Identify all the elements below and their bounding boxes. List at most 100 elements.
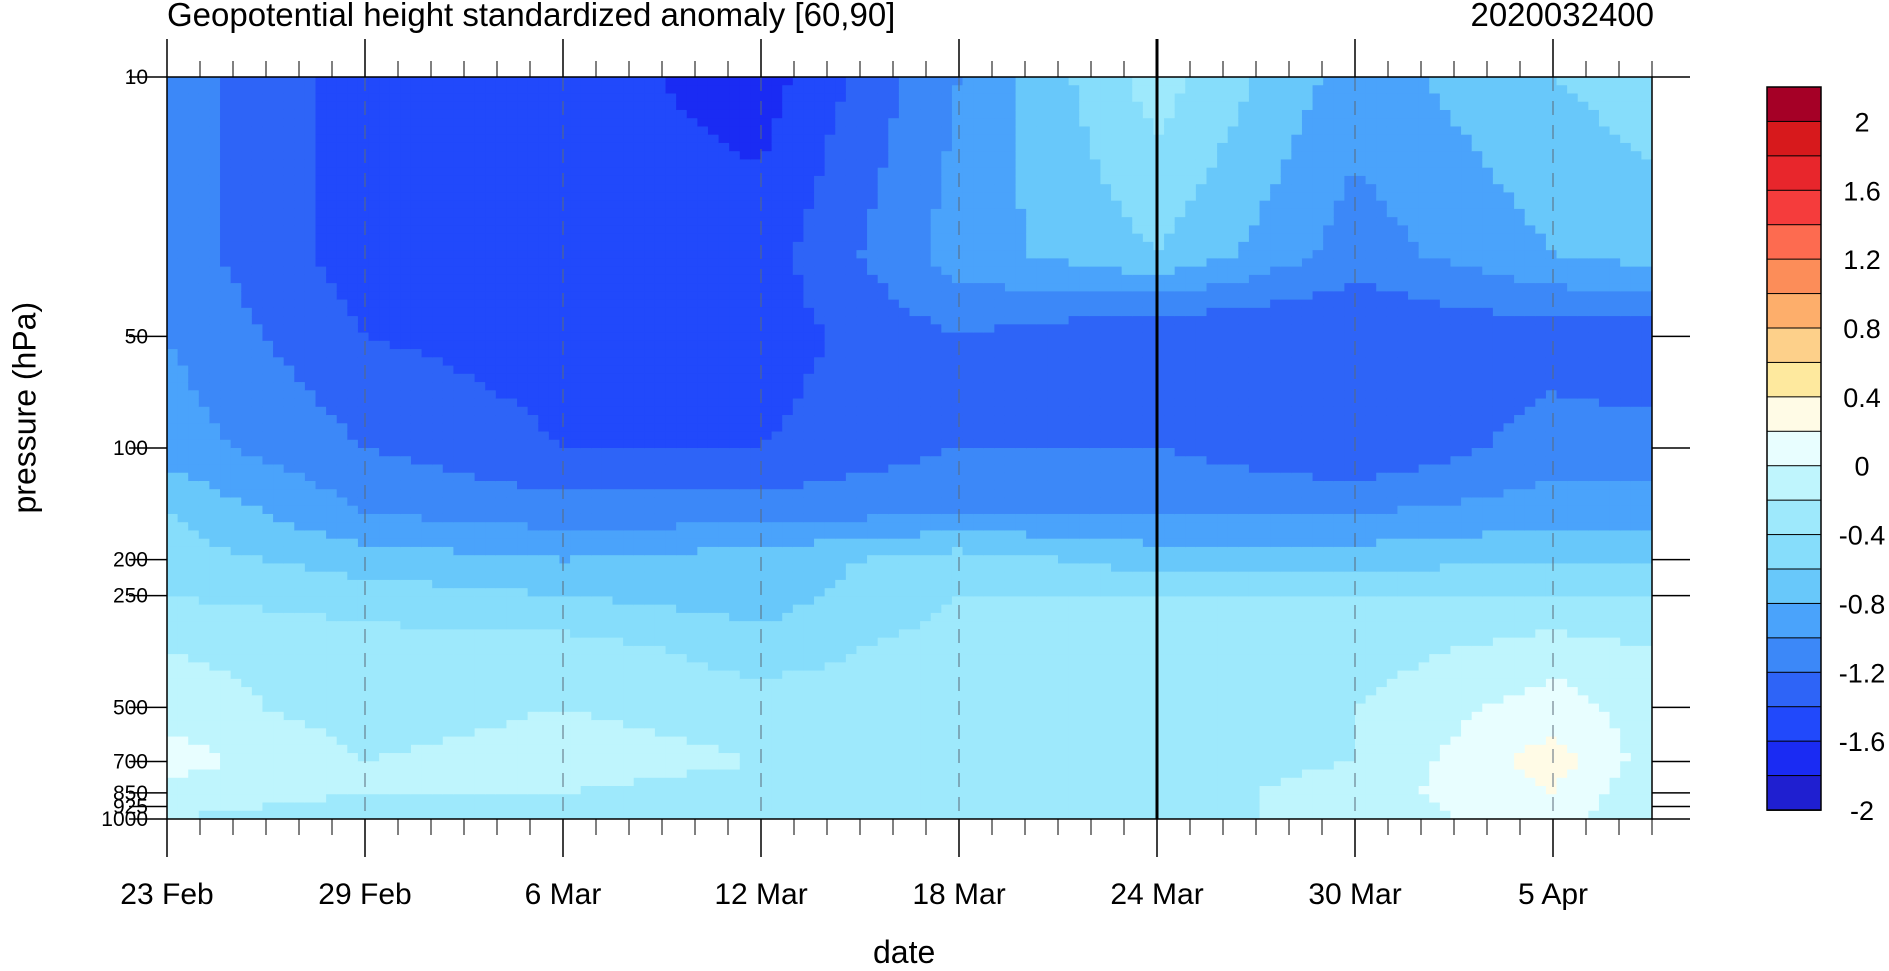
field-cell: [644, 307, 656, 317]
field-cell: [198, 316, 211, 325]
field-cell: [177, 711, 189, 721]
field-cell: [198, 332, 211, 342]
field-cell: [230, 522, 242, 532]
field-cell: [315, 546, 327, 556]
field-cell: [686, 439, 698, 449]
field-cell: [623, 711, 635, 721]
field-cell: [517, 316, 529, 325]
field-cell: [304, 456, 317, 466]
field-cell: [464, 448, 476, 457]
field-cell: [750, 151, 762, 161]
field-cell: [357, 398, 370, 408]
field-cell: [432, 728, 444, 738]
field-cell: [718, 274, 730, 284]
field-cell: [506, 769, 518, 779]
field-cell: [633, 299, 645, 309]
field-cell: [347, 662, 359, 672]
field-cell: [315, 390, 327, 400]
field-cell: [707, 291, 720, 301]
field-cell: [739, 522, 751, 532]
field-cell: [389, 390, 401, 400]
field-cell: [601, 324, 614, 334]
field-cell: [718, 555, 730, 565]
field-cell: [665, 794, 677, 804]
field-cell: [739, 695, 751, 705]
field-cell: [580, 126, 592, 136]
field-cell: [453, 538, 465, 548]
field-cell: [326, 373, 338, 383]
field-cell: [517, 596, 529, 606]
field-cell: [633, 711, 645, 721]
field-cell: [453, 250, 465, 259]
field-cell: [697, 670, 709, 680]
field-cell: [315, 480, 327, 490]
field-cell: [198, 489, 211, 499]
field-cell: [304, 258, 317, 268]
field-cell: [379, 596, 391, 606]
field-cell: [697, 332, 709, 342]
field-cell: [315, 349, 327, 358]
field-cell: [251, 274, 264, 284]
field-cell: [517, 728, 529, 738]
field-cell: [739, 687, 751, 696]
field-cell: [697, 431, 709, 441]
field-cell: [389, 192, 401, 202]
field-cell: [591, 472, 603, 482]
field-cell: [654, 720, 667, 729]
field-cell: [676, 513, 688, 523]
field-cell: [644, 324, 656, 334]
field-cell: [347, 464, 359, 474]
field-cell: [336, 662, 348, 672]
field-cell: [591, 571, 603, 581]
field-cell: [538, 678, 550, 688]
field-cell: [167, 398, 179, 408]
field-cell: [262, 151, 274, 161]
field-cell: [410, 456, 423, 466]
field-cell: [379, 563, 391, 573]
field-cell: [273, 662, 285, 672]
field-cell: [400, 555, 412, 565]
field-cell: [718, 588, 730, 597]
field-cell: [538, 299, 550, 309]
field-cell: [612, 736, 624, 746]
field-cell: [686, 93, 698, 103]
field-cell: [220, 645, 232, 655]
field-cell: [230, 406, 242, 416]
field-cell: [718, 101, 730, 111]
field-cell: [421, 472, 433, 482]
field-cell: [485, 283, 497, 292]
field-cell: [198, 629, 211, 639]
field-cell: [485, 167, 497, 177]
field-cell: [729, 382, 741, 391]
field-cell: [495, 456, 508, 466]
field-cell: [432, 307, 444, 317]
field-cell: [495, 588, 508, 597]
field-cell: [580, 324, 592, 334]
field-cell: [442, 208, 454, 218]
field-cell: [209, 390, 221, 400]
field-cell: [410, 472, 423, 482]
field-cell: [251, 324, 264, 334]
field-cell: [485, 497, 497, 507]
field-cell: [357, 612, 370, 622]
field-cell: [357, 101, 370, 111]
field-cell: [654, 340, 667, 350]
field-cell: [495, 563, 508, 573]
field-cell: [707, 159, 720, 169]
field-cell: [623, 563, 635, 573]
field-cell: [283, 258, 295, 268]
field-cell: [644, 192, 656, 202]
field-cell: [241, 753, 253, 762]
field-cell: [177, 266, 189, 276]
field-cell: [580, 555, 592, 565]
field-cell: [410, 398, 423, 408]
field-cell: [697, 390, 709, 400]
field-cell: [357, 794, 370, 804]
field-cell: [241, 101, 253, 111]
field-cell: [283, 489, 295, 499]
field-cell: [421, 109, 433, 119]
field-cell: [538, 489, 550, 499]
field-cell: [527, 340, 539, 350]
field-cell: [623, 291, 635, 301]
field-cell: [347, 85, 359, 95]
